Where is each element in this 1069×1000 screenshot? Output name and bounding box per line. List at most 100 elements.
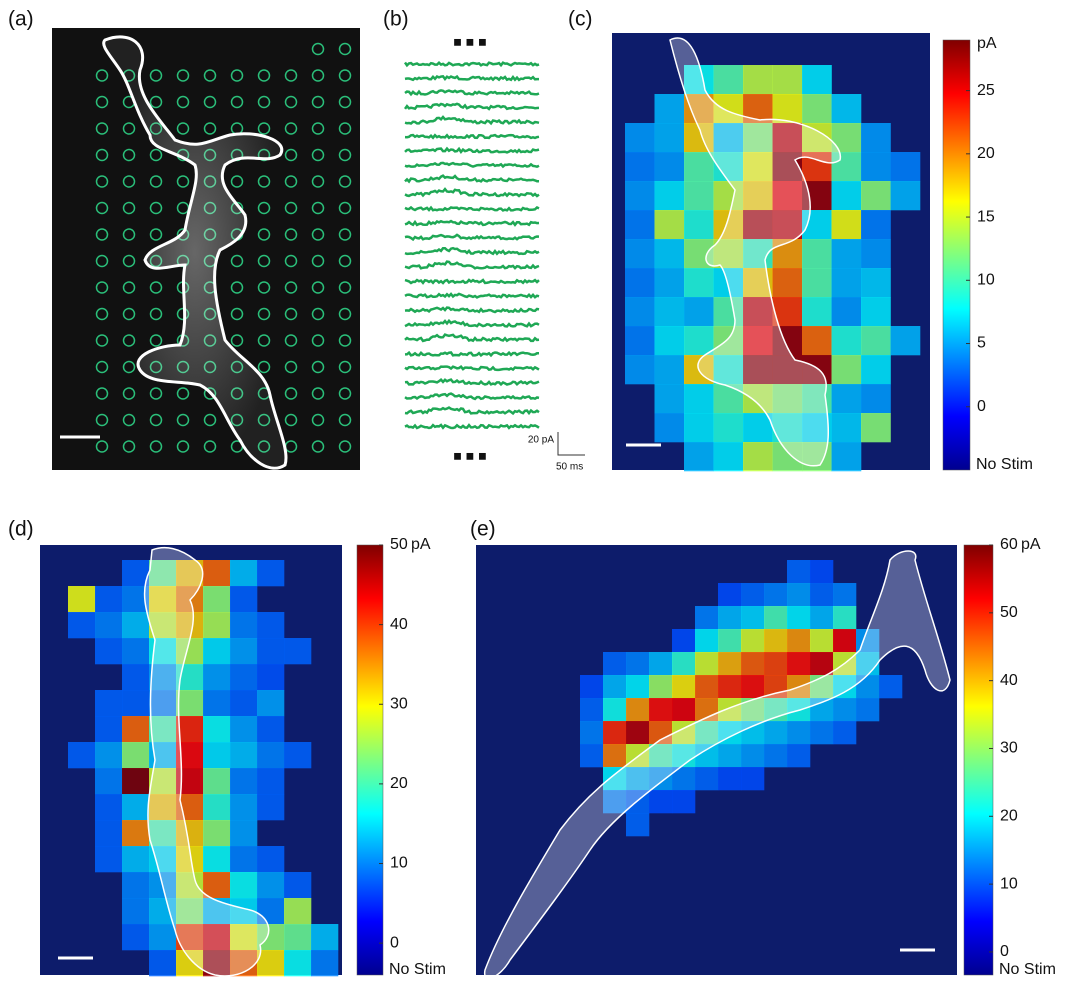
- cell: [284, 742, 312, 769]
- cell: [833, 606, 857, 630]
- cell: [203, 846, 231, 873]
- cell: [580, 721, 604, 745]
- colorbar-tick-label: 0: [1000, 943, 1009, 960]
- cell: [713, 384, 744, 414]
- cell: [654, 413, 685, 443]
- trace: [404, 133, 540, 140]
- stim-site: [149, 413, 163, 427]
- stim-site: [122, 334, 136, 347]
- cell: [833, 629, 857, 653]
- cell: [203, 586, 231, 613]
- cell: [787, 606, 811, 630]
- colorbar-tick-label: 20: [1000, 808, 1018, 825]
- cell: [787, 744, 811, 768]
- stim-site: [122, 228, 136, 241]
- cell: [684, 94, 714, 124]
- cell: [672, 629, 696, 653]
- cell: [230, 924, 258, 951]
- cell: [257, 950, 285, 977]
- stim-grid: [95, 42, 352, 453]
- cell: [122, 924, 150, 951]
- cell: [230, 846, 258, 873]
- cell: [176, 586, 204, 613]
- cell: [230, 872, 258, 899]
- stim-site: [203, 122, 217, 135]
- cell: [203, 742, 231, 769]
- cell: [672, 767, 696, 791]
- cell: [230, 742, 258, 769]
- stim-site: [176, 175, 190, 188]
- cell: [257, 638, 285, 665]
- trace: [404, 318, 540, 328]
- cell: [257, 716, 285, 743]
- cell: [741, 721, 765, 745]
- cell: [672, 675, 696, 699]
- stim-site: [230, 69, 244, 82]
- cell: [810, 629, 834, 653]
- stim-site: [257, 95, 271, 109]
- cell: [649, 744, 673, 768]
- trace: [404, 350, 539, 358]
- stim-site: [257, 201, 271, 215]
- cell: [122, 742, 150, 769]
- colorbar-tick-label: 5: [977, 335, 986, 352]
- cell: [743, 210, 773, 240]
- cell: [625, 181, 655, 211]
- cell: [713, 355, 744, 385]
- cell: [311, 950, 339, 977]
- cell: [718, 652, 742, 676]
- cell: [95, 820, 123, 847]
- stim-site: [338, 69, 352, 82]
- cell: [649, 790, 673, 814]
- cell: [230, 586, 258, 613]
- colorbar-tick-label: 40: [1000, 672, 1018, 689]
- cell: [230, 768, 258, 795]
- trace: [404, 365, 540, 372]
- cell: [810, 606, 834, 630]
- colorbar-unit: pA: [411, 536, 431, 553]
- cell: [203, 768, 231, 795]
- cell: [649, 675, 673, 699]
- cell: [695, 721, 719, 745]
- stim-site: [230, 334, 244, 347]
- trace: [404, 260, 540, 270]
- cell: [257, 664, 285, 691]
- stim-site: [122, 413, 136, 427]
- cell: [654, 152, 685, 182]
- cell: [649, 652, 673, 676]
- stim-site: [311, 201, 325, 215]
- stim-site: [311, 307, 325, 321]
- cell: [203, 924, 231, 951]
- stim-site: [284, 360, 298, 374]
- cell: [713, 239, 744, 269]
- cell: [741, 629, 765, 653]
- stim-site: [284, 69, 298, 82]
- colorbar: [963, 544, 994, 976]
- cell: [654, 268, 685, 298]
- cell: [95, 690, 123, 717]
- cell: [672, 698, 696, 722]
- cell: [861, 355, 891, 385]
- colorbar-unit: pA: [977, 35, 997, 52]
- cell: [230, 664, 258, 691]
- cell: [833, 583, 857, 607]
- cell: [284, 950, 312, 977]
- cell: [743, 413, 773, 443]
- cell: [257, 898, 285, 925]
- stim-site: [95, 148, 109, 162]
- cell: [203, 560, 231, 587]
- cell: [580, 698, 604, 722]
- stim-site: [311, 387, 325, 400]
- scale-label: 50 ms: [556, 462, 583, 473]
- cell: [718, 675, 742, 699]
- stim-site: [203, 95, 217, 109]
- cell: [149, 560, 177, 587]
- traces: [403, 60, 540, 430]
- stim-site: [284, 334, 298, 347]
- cell: [649, 721, 673, 745]
- cell: [626, 813, 650, 837]
- cell: [68, 612, 96, 639]
- cell: [802, 65, 832, 95]
- cell: [654, 123, 685, 153]
